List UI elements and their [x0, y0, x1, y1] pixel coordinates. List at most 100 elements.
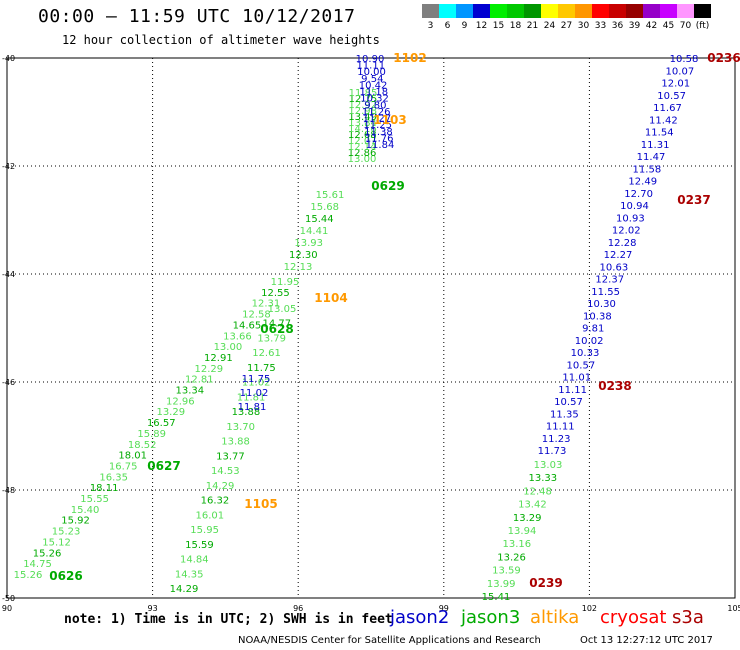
- wave-height-value: 11.27: [363, 114, 392, 125]
- wave-height-value: 12.98: [348, 106, 377, 117]
- wave-height-value: 11.11: [546, 422, 575, 433]
- wave-height-value: 11.01: [562, 373, 591, 384]
- wave-height-value: 13.05: [268, 304, 297, 315]
- x-tick-label: 105: [727, 604, 740, 613]
- wave-height-value: 10.93: [616, 213, 645, 224]
- wave-height-value: 10.32: [360, 94, 389, 105]
- wave-height-value: 14.16: [348, 124, 377, 135]
- y-tick-label: -48: [2, 486, 15, 495]
- legend-altika: altika: [530, 607, 580, 628]
- wave-height-value: 16.57: [147, 418, 176, 429]
- legend-swatch-label: 27: [560, 21, 573, 31]
- wave-height-value: 11.02: [240, 388, 269, 399]
- wave-height-value: 12.30: [289, 250, 318, 261]
- legend-jason3: jason3: [461, 607, 521, 628]
- wave-height-value: 10.57: [554, 397, 583, 408]
- wave-height-value: 15.44: [305, 214, 334, 225]
- legend-swatch-label: 6: [444, 21, 451, 31]
- pass-time-label: 0629: [371, 179, 404, 193]
- wave-height-value: 12.02: [612, 226, 641, 237]
- wave-height-value: 11.73: [538, 446, 567, 457]
- legend-swatch-label: 12: [475, 21, 488, 31]
- wave-height-value: 12.37: [595, 275, 624, 286]
- wave-height-value: 12.07: [348, 136, 377, 147]
- wave-height-value: 16.35: [99, 472, 128, 483]
- pass-time-label: 0239: [529, 576, 562, 590]
- wave-height-value: 10.07: [666, 66, 695, 77]
- wave-height-value: 11.11: [558, 385, 587, 396]
- legend-swatch: [422, 4, 439, 18]
- wave-height-value: 9.81: [582, 324, 604, 335]
- wave-height-value: 16.32: [201, 496, 230, 507]
- wave-height-value: 11.31: [641, 140, 670, 151]
- wave-height-value: 9.54: [361, 74, 383, 85]
- pass-time-label: 0236: [707, 51, 740, 65]
- wave-height-value: 15.95: [190, 525, 219, 536]
- legend-swatch-label: 39: [628, 21, 641, 31]
- wave-height-value: 11.35: [550, 409, 579, 420]
- wave-height-value: 13.93: [294, 238, 323, 249]
- pass-time-label: 0238: [598, 379, 631, 393]
- legend-swatch: [609, 4, 626, 18]
- color-legend-labels: 3 6 9 12 15 18 21 24 27 30 33 36 39 42 45 70 (ft): [422, 21, 711, 33]
- legend-swatch-label: 42: [645, 21, 658, 31]
- legend-swatch: [626, 4, 643, 18]
- legend-swatch: [592, 4, 609, 18]
- wave-height-value: 11.38: [364, 127, 393, 138]
- wave-height-value: 12.81: [185, 375, 214, 386]
- wave-height-value: 12.14: [348, 142, 377, 153]
- legend-swatch-label: 36: [611, 21, 624, 31]
- wave-height-value: 12.29: [195, 364, 224, 375]
- wave-height-value: 11.47: [637, 152, 666, 163]
- wave-height-value: 11.95: [271, 277, 300, 288]
- wave-height-value: 13.03: [534, 460, 563, 471]
- legend-swatch-label: 9: [461, 21, 468, 31]
- wave-height-value: 10.30: [587, 299, 616, 310]
- wave-height-value: 11.81: [238, 402, 267, 413]
- wave-height-value: 13.88: [221, 437, 250, 448]
- wave-height-value: 14.29: [170, 584, 199, 595]
- wave-height-value: 10.94: [620, 201, 649, 212]
- legend-swatch-label: 30: [577, 21, 590, 31]
- wave-height-value: 12.55: [261, 288, 290, 299]
- wave-height-value: 11.55: [591, 287, 620, 298]
- wave-height-value: 15.55: [80, 494, 109, 505]
- legend-swatch: [439, 4, 456, 18]
- y-tick-label: -44: [2, 270, 15, 279]
- wave-height-value: 12.61: [252, 348, 281, 359]
- legend-swatch-label: 15: [492, 21, 505, 31]
- wave-height-value: 10.58: [670, 54, 699, 65]
- wave-height-value: 18.01: [118, 451, 147, 462]
- wave-height-value: 13.33: [528, 473, 557, 484]
- wave-height-value: 16.75: [109, 461, 138, 472]
- wave-height-value: 15.61: [316, 190, 345, 201]
- wave-height-value: 11.84: [366, 140, 395, 151]
- wave-height-value: 16.01: [195, 510, 224, 521]
- wave-height-value: 15.89: [137, 429, 166, 440]
- wave-height-value: 15.92: [61, 516, 90, 527]
- wave-height-value: 11.02: [242, 378, 271, 389]
- legend-swatch-label: (ft): [695, 21, 710, 31]
- pass-time-label: 0628: [260, 322, 293, 336]
- wave-height-value: 10.02: [575, 336, 604, 347]
- legend-swatch: [524, 4, 541, 18]
- wave-height-value: 13.94: [508, 526, 537, 537]
- wave-height-value: 13.79: [257, 333, 286, 344]
- wave-height-value: 12.31: [252, 299, 281, 310]
- wave-height-value: 13.70: [226, 422, 255, 433]
- y-tick-label: -50: [2, 594, 15, 603]
- credit-text: NOAA/NESDIS Center for Satellite Applica…: [238, 635, 541, 646]
- legend-swatch: [643, 4, 660, 18]
- legend-swatch-label: 45: [662, 21, 675, 31]
- wave-height-value: 10.90: [356, 54, 385, 65]
- wave-height-value: 11.81: [237, 392, 266, 403]
- legend-swatch-label: 24: [543, 21, 556, 31]
- wave-height-value: 11.54: [645, 128, 674, 139]
- wave-height-value: 10.57: [657, 91, 686, 102]
- legend-swatch: [490, 4, 507, 18]
- y-tick-label: -42: [2, 162, 15, 171]
- wave-height-value: 11.26: [362, 107, 391, 118]
- wave-height-value: 11.18: [360, 87, 389, 98]
- wave-height-value: 18.11: [90, 483, 119, 494]
- legend-swatch: [473, 4, 490, 18]
